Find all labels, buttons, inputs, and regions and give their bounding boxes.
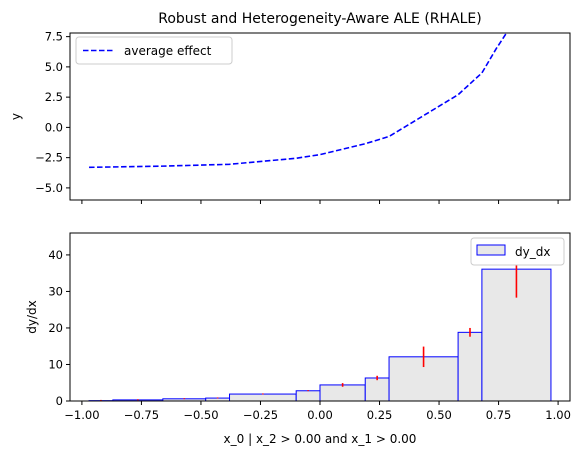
dy-dx-bar	[319, 384, 366, 402]
bottom-x-axis-label: x_0 | x_2 > 0.00 and x_1 > 0.00	[224, 432, 417, 446]
top-y-ticks: −5.0 −2.5 0.0 2.5 5.0 7.5	[35, 30, 70, 195]
top-x-ticks	[81, 200, 559, 204]
dy-dx-bar	[457, 331, 483, 402]
top-y-tick-label: −2.5	[35, 151, 63, 165]
top-y-axis-label: y	[9, 113, 23, 120]
top-y-tick-label: 5.0	[45, 60, 63, 74]
bottom-x-tick-label: 0.50	[426, 408, 452, 422]
bottom-y-tick-label: 0	[56, 394, 63, 408]
bottom-y-tick-label: 30	[48, 284, 63, 298]
chart-title: Robust and Heterogeneity-Aware ALE (RHAL…	[158, 11, 481, 27]
top-plot-area	[89, 33, 508, 169]
dy-dx-legend-label: dy_dx	[515, 245, 550, 259]
bottom-panel: 0 10 20 30 40 −1.00 −0.75 −0.50 −0.25 0.00 0.25 0.…	[25, 232, 571, 446]
bottom-x-tick-label: −1.00	[64, 408, 99, 422]
bottom-y-axis-label: dy/dx	[25, 300, 39, 333]
top-y-tick-label: 7.5	[45, 30, 63, 44]
bottom-y-tick-label: 10	[48, 357, 63, 371]
bottom-x-tick-label: −0.75	[124, 408, 159, 422]
top-legend-box	[75, 36, 233, 65]
bottom-x-tick-label: 0.00	[307, 408, 333, 422]
bottom-legend: dy_dx	[470, 237, 565, 266]
average-effect-legend-label: average effect	[124, 44, 212, 58]
bottom-x-tick-label: 0.25	[367, 408, 393, 422]
bottom-x-tick-label: −0.25	[243, 408, 278, 422]
top-y-tick-label: −5.0	[35, 181, 63, 195]
dy-dx-bar	[295, 390, 321, 402]
average-effect-line	[89, 33, 508, 169]
bottom-y-tick-label: 40	[48, 248, 63, 262]
dy-dx-bar	[229, 393, 297, 402]
top-y-tick-label: 0.0	[45, 120, 63, 134]
dy-dx-legend-swatch	[476, 244, 506, 256]
dy-dx-bar	[364, 377, 390, 402]
top-legend: average effect	[75, 36, 233, 65]
top-panel: Robust and Heterogeneity-Aware ALE (RHAL…	[9, 11, 571, 204]
bottom-x-ticks: −1.00 −0.75 −0.50 −0.25 0.00 0.25 0.50 0.75 1.00	[64, 401, 571, 422]
bottom-plot-area	[88, 240, 552, 402]
bottom-y-tick-label: 20	[48, 321, 63, 335]
bottom-x-tick-label: 1.00	[545, 408, 571, 422]
top-y-tick-label: 2.5	[45, 90, 63, 104]
bottom-y-ticks: 0 10 20 30 40	[48, 248, 70, 408]
bottom-x-tick-label: 0.75	[486, 408, 512, 422]
bottom-x-tick-label: −0.50	[183, 408, 218, 422]
